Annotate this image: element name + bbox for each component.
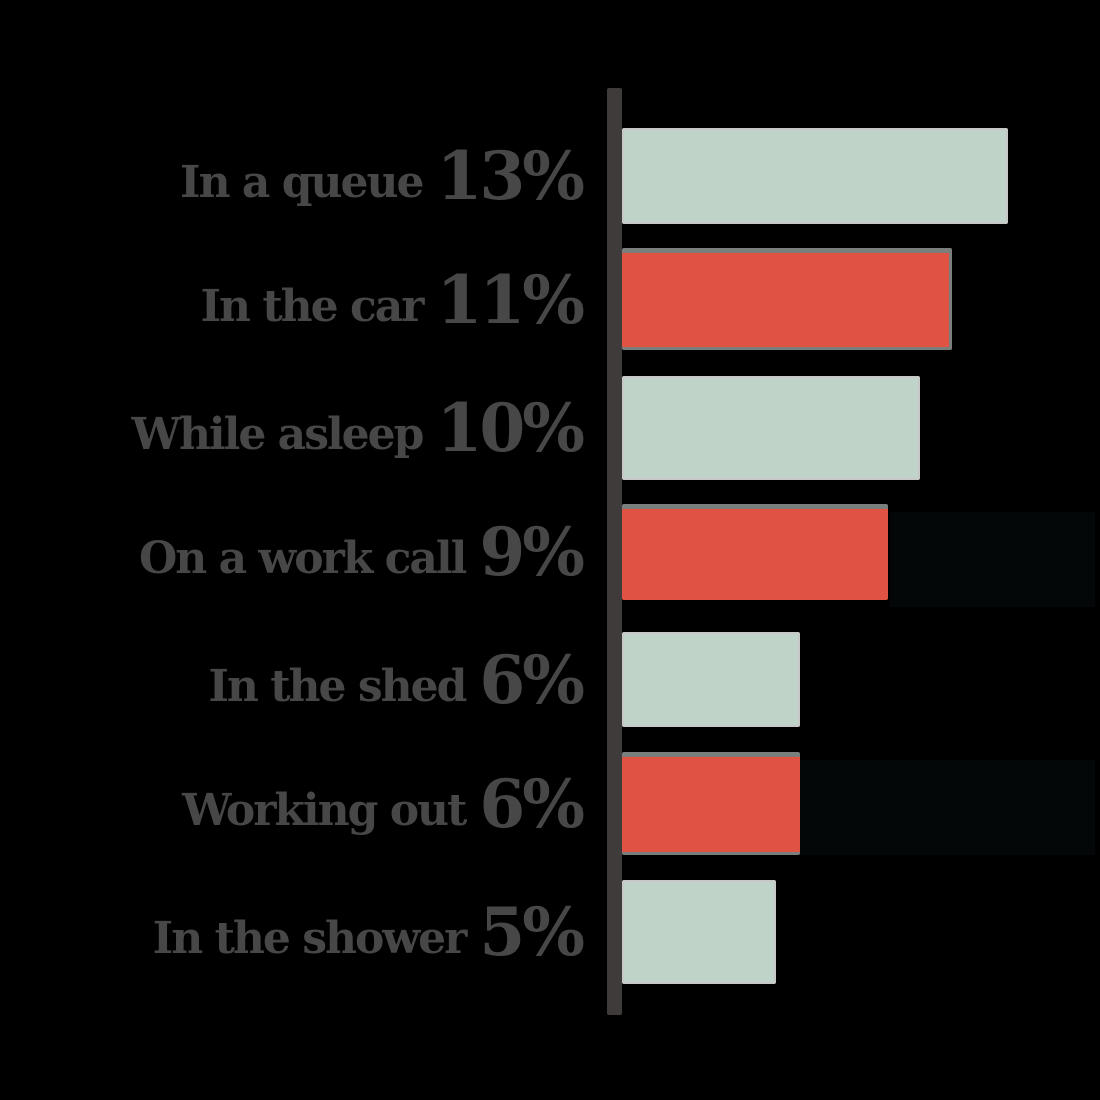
bar-row: In the shower 5% bbox=[0, 882, 1100, 982]
bar-in-the-car bbox=[622, 248, 952, 350]
bar-working-out bbox=[622, 752, 800, 855]
row-label: Working out 6% bbox=[182, 754, 585, 854]
bar-in-the-shed bbox=[622, 632, 800, 727]
bar-row: In the car 11% bbox=[0, 250, 1100, 350]
bar-row: Working out 6% bbox=[0, 754, 1100, 854]
category-label: In the car bbox=[200, 280, 424, 332]
y-axis-line bbox=[607, 88, 622, 1015]
bar-shadow bbox=[800, 760, 1095, 855]
value-label: 6% bbox=[479, 765, 585, 843]
row-label: While asleep 10% bbox=[131, 378, 585, 478]
value-label: 11% bbox=[436, 261, 585, 339]
bar-row: In the shed 6% bbox=[0, 630, 1100, 730]
category-label: In a queue bbox=[179, 156, 424, 208]
value-label: 9% bbox=[479, 513, 585, 591]
bar-row: On a work call 9% bbox=[0, 502, 1100, 602]
category-label: Working out bbox=[182, 784, 467, 836]
row-label: In the shower 5% bbox=[152, 882, 585, 982]
value-label: 6% bbox=[479, 641, 585, 719]
row-label: In the car 11% bbox=[200, 250, 585, 350]
bar-on-a-work-call bbox=[622, 504, 888, 600]
category-label: On a work call bbox=[138, 532, 467, 584]
bar-row: While asleep 10% bbox=[0, 378, 1100, 478]
bar-in-the-shower bbox=[622, 880, 776, 984]
bar-shadow bbox=[890, 512, 1095, 607]
bar-while-asleep bbox=[622, 376, 920, 480]
value-label: 13% bbox=[436, 137, 585, 215]
value-label: 10% bbox=[436, 389, 585, 467]
bar-row: In a queue 13% bbox=[0, 126, 1100, 226]
bar-in-a-queue bbox=[622, 128, 1008, 224]
category-label: In the shed bbox=[208, 660, 467, 712]
value-label: 5% bbox=[479, 893, 585, 971]
row-label: In a queue 13% bbox=[179, 126, 585, 226]
row-label: In the shed 6% bbox=[208, 630, 585, 730]
category-label: While asleep bbox=[131, 408, 425, 460]
row-label: On a work call 9% bbox=[138, 502, 585, 602]
category-label: In the shower bbox=[152, 912, 468, 964]
